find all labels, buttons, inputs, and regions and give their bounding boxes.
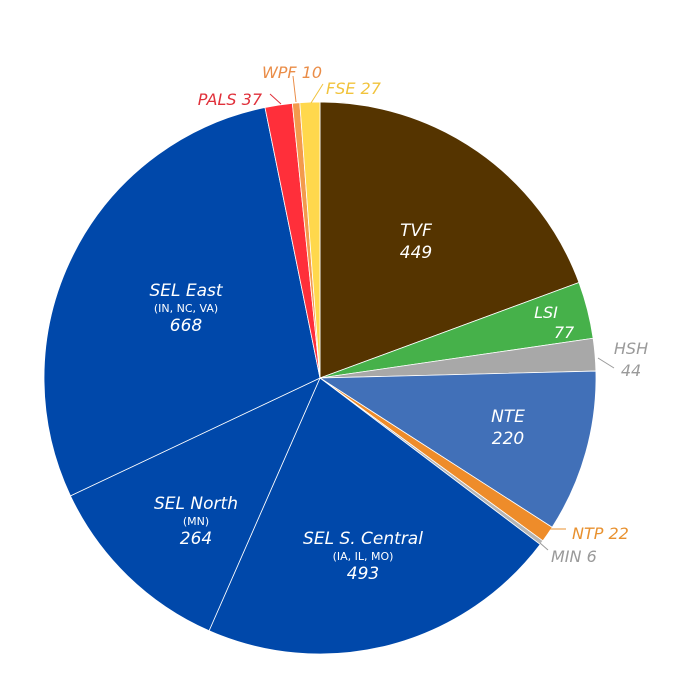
label-sel-north-sub: (MN) (183, 515, 209, 528)
label-sel-north-name: SEL North (154, 494, 238, 514)
slice-fse (299, 101, 321, 379)
label-sel-east-value: 668 (170, 316, 203, 336)
slice-nte (318, 370, 597, 528)
leader-fse (310, 83, 324, 104)
leader-hsh (597, 357, 615, 369)
label-wpf: WPF 10 (262, 63, 322, 82)
label-lsi-value: 77 (554, 323, 575, 342)
slice-sel-east (43, 107, 321, 497)
label-hsh-name: HSH (614, 339, 648, 358)
label-min: MIN 6 (551, 547, 597, 566)
leader-wpf (292, 75, 297, 103)
label-sel-s-central-sub: (IA, IL, MO) (333, 550, 394, 563)
label-ntp: NTP 22 (572, 524, 629, 543)
label-pals: PALS 37 (198, 90, 263, 109)
slice-sel-s-central (208, 377, 541, 655)
leader-min (539, 542, 549, 551)
leader-lines (269, 75, 615, 551)
label-tvf-name: TVF (400, 221, 432, 241)
leader-pals (269, 93, 282, 105)
label-hsh-value: 44 (621, 361, 641, 380)
label-sel-east-name: SEL East (149, 281, 223, 301)
slice-tvf (319, 101, 580, 379)
label-sel-north-value: 264 (180, 529, 212, 549)
label-tvf-value: 449 (400, 243, 432, 263)
label-fse: FSE 27 (326, 79, 382, 98)
label-sel-east-sub: (IN, NC, VA) (154, 302, 218, 315)
label-nte-name: NTE (491, 407, 525, 427)
slice-sel-north (69, 377, 321, 632)
label-sel-s-central-name: SEL S. Central (303, 529, 423, 549)
label-sel-s-central-value: 493 (347, 564, 379, 584)
label-lsi-name: LSI (534, 303, 558, 322)
pie-slices (43, 101, 597, 655)
label-nte-value: 220 (492, 429, 524, 449)
